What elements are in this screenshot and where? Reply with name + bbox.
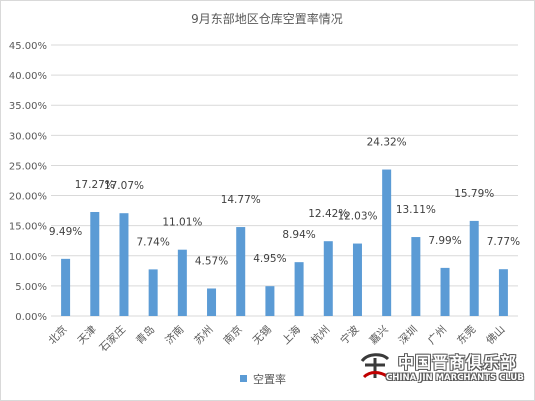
bar [61,258,71,316]
bar [265,286,275,316]
data-label: 12.42% [308,208,348,220]
bar [323,241,333,316]
bar [90,211,100,316]
data-label: 7.99% [428,235,461,247]
data-label: 12.03% [337,211,377,223]
y-tick-label: 5.00% [15,282,47,293]
y-tick-label: 45.00% [9,41,47,52]
x-tick-label: 广州 [426,324,449,347]
bar [294,262,304,316]
bar [382,169,392,316]
x-tick-label: 青岛 [133,323,157,347]
bar [440,267,450,316]
data-label: 9.49% [49,226,82,238]
bar [411,237,421,316]
x-tick-label: 杭州 [308,323,332,347]
watermark-title: 中国晋商俱乐部 [398,353,518,372]
data-label: 4.57% [195,255,228,267]
x-tick-label: 北京 [46,323,70,347]
x-tick-label: 佛山 [483,323,507,347]
x-tick-label: 深圳 [397,324,420,347]
y-tick-label: 35.00% [9,101,47,112]
data-label: 14.77% [221,194,261,206]
bars [61,169,508,316]
x-tick-label: 济南 [162,323,186,347]
data-label: 4.95% [253,253,286,265]
data-label: 7.74% [136,236,169,248]
x-tick-label: 苏州 [192,323,216,347]
y-tick-label: 15.00% [9,222,47,233]
bar [207,288,217,316]
chart-title: 9月东部地区仓库空置率情况 [191,11,343,26]
y-axis: 0.00% 5.00% 10.00% 15.00% 20.00% 25.00% 30.00%… [9,41,47,323]
x-tick-label: 上海 [279,323,303,347]
data-label: 11.01% [162,217,202,229]
bar [177,249,187,316]
bar [119,213,129,316]
bar [148,269,158,316]
x-tick-label: 无锡 [250,323,274,347]
legend: 空置率 [240,372,286,386]
y-tick-label: 10.00% [9,252,47,263]
x-tick-label: 嘉兴 [367,323,391,347]
data-label: 13.11% [396,204,436,216]
x-tick-label: 东莞 [454,323,478,347]
data-label: 15.79% [454,188,494,200]
bar [498,269,508,316]
legend-swatch [240,375,247,382]
y-tick-label: 40.00% [9,71,47,82]
bar [352,243,362,316]
grid-layer [51,44,518,317]
x-tick-label: 宁波 [338,323,362,347]
data-label: 17.27% [75,179,115,191]
y-tick-label: 25.00% [9,161,47,172]
data-label: 7.77% [487,236,520,248]
bar [469,220,479,316]
y-tick-label: 0.00% [15,312,47,323]
data-labels: 9.49% 17.27%17.07% 7.74% 11.01% 4.57% 14.77% 4… [49,137,520,268]
data-label: 8.94% [282,229,315,241]
y-tick-label: 30.00% [9,131,47,142]
data-label: 17.07% [104,180,144,192]
bar [236,227,246,316]
y-tick-label: 20.00% [9,192,47,203]
x-tick-label: 石家庄 [97,323,128,354]
watermark: 中国晋商俱乐部 CHINA JIN MARCHANTS CLUB [358,347,528,391]
legend-label: 空置率 [253,372,286,386]
watermark-subtitle: CHINA JIN MARCHANTS CLUB [386,373,524,383]
jin-club-logo-icon [360,353,390,379]
data-label: 24.32% [367,137,407,149]
x-tick-label: 天津 [76,323,100,347]
x-tick-label: 南京 [221,323,245,347]
